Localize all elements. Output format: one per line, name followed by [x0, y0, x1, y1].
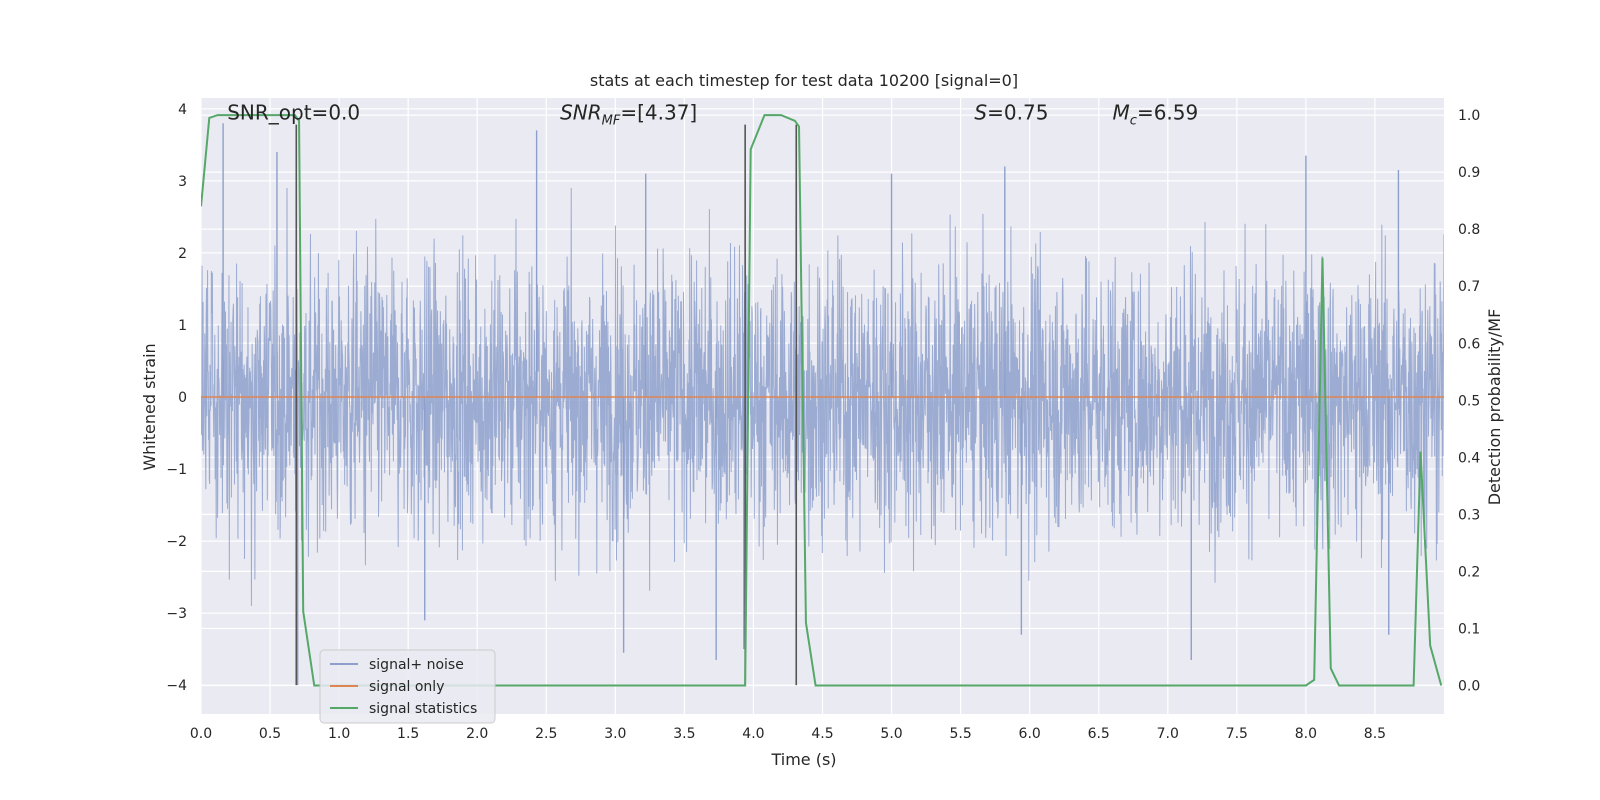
x-tick-label: 8.0: [1295, 726, 1317, 742]
x-tick-label: 1.0: [328, 726, 350, 742]
y-right-tick-label: 0.6: [1458, 336, 1480, 352]
legend-label-signal-statistics: signal statistics: [369, 701, 477, 717]
y-tick-label: 2: [178, 246, 187, 262]
annotation: SNRMF=[4.37]: [560, 101, 697, 129]
x-tick-label: 5.5: [949, 726, 971, 742]
annotation: Mc=6.59: [1113, 101, 1199, 129]
legend: signal+ noise signal only signal statist…: [319, 649, 496, 724]
y-tick-label: 0: [178, 390, 187, 406]
x-tick-label: 6.5: [1088, 726, 1110, 742]
legend-frame: [319, 649, 496, 724]
annotation: S=0.75: [974, 101, 1048, 125]
x-tick-label: 5.0: [880, 726, 902, 742]
annotation: SNR_opt=0.0: [227, 101, 360, 125]
y-right-tick-label: 0.3: [1458, 507, 1480, 523]
x-tick-label: 4.0: [742, 726, 764, 742]
y-tick-label: −2: [166, 534, 187, 550]
y-right-tick-label: 0.9: [1458, 165, 1480, 181]
x-tick-label: 3.0: [604, 726, 626, 742]
x-tick-label: 2.0: [466, 726, 488, 742]
series-signal-statistics: [201, 114, 1443, 687]
y-right-tick-label: 0.0: [1458, 678, 1480, 694]
series-signal-noise: [201, 123, 1444, 686]
annotations: SNR_opt=0.0 SNRMF=[4.37] S=0.75 Mc=6.59: [227, 101, 1198, 129]
y-right-tick-label: 0.1: [1458, 621, 1480, 637]
x-axis-ticks: 0.0 0.5 1.0 1.5 2.0 2.5 3.0 3.5 4.0 4.5 5.0 5.5 6.0 6…: [190, 726, 1386, 742]
x-tick-label: 0.5: [259, 726, 281, 742]
y-tick-label: −4: [166, 678, 187, 694]
chart-title: stats at each timestep for test data 102…: [590, 71, 1018, 90]
y-right-axis-label: Detection probability/MF: [1485, 309, 1504, 506]
x-tick-label: 6.0: [1019, 726, 1041, 742]
y-tick-label: −3: [166, 606, 187, 622]
y-axis-ticks: −4 −3 −2 −1 0 1 2 3 4: [166, 102, 187, 694]
y-tick-label: 1: [178, 318, 187, 334]
y-tick-label: 3: [178, 174, 187, 190]
y-right-axis-ticks: 0.0 0.1 0.2 0.3 0.4 0.5 0.6 0.7 0.8 0.9 1.0: [1458, 108, 1480, 694]
y-right-tick-label: 0.5: [1458, 393, 1480, 409]
y-right-tick-label: 0.4: [1458, 450, 1480, 466]
legend-label-signal-noise: signal+ noise: [369, 657, 464, 673]
y-right-tick-label: 0.2: [1458, 564, 1480, 580]
x-tick-label: 3.5: [673, 726, 695, 742]
y-tick-label: −1: [166, 462, 187, 478]
x-tick-label: 4.5: [811, 726, 833, 742]
y-tick-label: 4: [178, 102, 187, 118]
legend-label-signal-only: signal only: [369, 679, 444, 695]
x-tick-label: 8.5: [1364, 726, 1386, 742]
x-tick-label: 0.0: [190, 726, 212, 742]
y-axis-label: Whitened strain: [140, 343, 159, 470]
x-axis-label: Time (s): [770, 750, 836, 769]
x-tick-label: 1.5: [397, 726, 419, 742]
signal-statistics-line: [201, 114, 1443, 687]
signal-noise-line: [201, 188, 1444, 606]
x-tick-label: 2.5: [535, 726, 557, 742]
y-right-tick-label: 1.0: [1458, 108, 1480, 124]
x-tick-label: 7.5: [1226, 726, 1248, 742]
x-tick-label: 7.0: [1157, 726, 1179, 742]
y-right-tick-label: 0.7: [1458, 279, 1480, 295]
y-right-tick-label: 0.8: [1458, 222, 1480, 238]
